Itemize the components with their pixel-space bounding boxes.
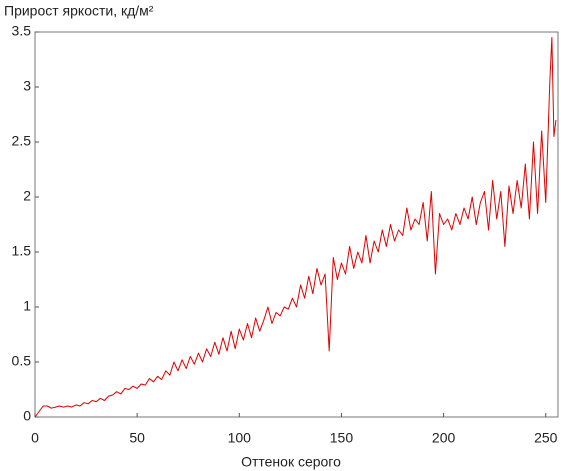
x-axis-label: Оттенок серого <box>241 454 341 470</box>
y-tick-label: 0.5 <box>12 353 32 369</box>
x-tick-label: 0 <box>31 430 39 446</box>
chart-title: Прирост яркости, кд/м² <box>4 3 154 19</box>
x-tick-label: 50 <box>129 430 145 446</box>
y-tick-label: 0 <box>23 408 31 424</box>
y-tick-label: 1 <box>23 298 31 314</box>
y-tick-label: 3.5 <box>12 23 32 39</box>
x-tick-label: 150 <box>330 430 354 446</box>
y-tick-label: 3 <box>23 78 31 94</box>
y-tick-label: 2.5 <box>12 133 32 149</box>
x-tick-label: 100 <box>228 430 252 446</box>
y-tick-label: 2 <box>23 188 31 204</box>
data-line <box>34 37 557 418</box>
y-tick-label: 1.5 <box>12 243 32 259</box>
x-tick-label: 250 <box>534 430 558 446</box>
plot-frame <box>34 31 559 418</box>
x-tick-label: 200 <box>432 430 456 446</box>
